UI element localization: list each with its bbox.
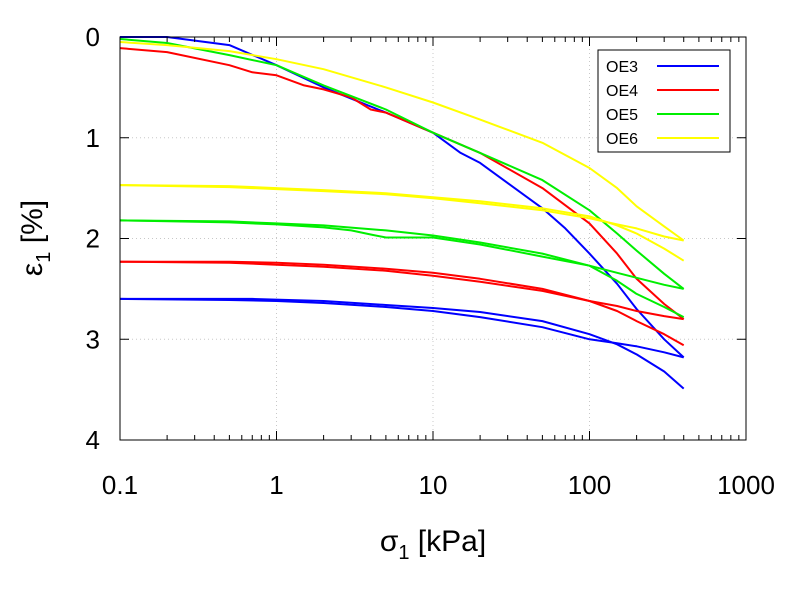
x-tick-label: 100 bbox=[568, 470, 611, 500]
legend-item-oe3: OE3 bbox=[606, 59, 719, 76]
series-oe3-segment-1 bbox=[120, 36, 685, 359]
legend-label: OE5 bbox=[606, 107, 638, 124]
y-tick-label: 1 bbox=[86, 123, 100, 153]
legend-item-oe4: OE4 bbox=[606, 83, 719, 100]
y-tick-label: 0 bbox=[86, 22, 100, 52]
x-tick-label: 1 bbox=[269, 470, 283, 500]
tick-labels: 0.1 1 10 100 1000 0 1 2 3 4 bbox=[86, 22, 775, 500]
x-tick-label: 1000 bbox=[717, 470, 775, 500]
series-oe5-segment-3 bbox=[119, 219, 685, 318]
y-axis-label: ε1 [%] bbox=[16, 200, 55, 276]
series-oe6-segment-1 bbox=[119, 41, 685, 242]
series-oe6 bbox=[119, 41, 685, 262]
legend-label: OE4 bbox=[606, 83, 638, 100]
x-axis-label: σ1 [kPa] bbox=[380, 525, 486, 564]
series-layer bbox=[119, 36, 685, 390]
x-tick-label: 10 bbox=[419, 470, 448, 500]
legend-label: OE3 bbox=[606, 59, 638, 76]
series-oe5 bbox=[119, 38, 685, 318]
series-oe4-segment-3 bbox=[120, 260, 685, 347]
series-oe4-segment-2 bbox=[119, 260, 684, 321]
series-oe3-segment-3 bbox=[120, 297, 685, 390]
series-oe3-segment-2 bbox=[119, 297, 684, 359]
series-oe3 bbox=[119, 36, 685, 390]
legend-item-oe5: OE5 bbox=[606, 107, 719, 124]
y-tick-label: 4 bbox=[86, 425, 100, 455]
y-tick-label: 2 bbox=[86, 224, 100, 254]
series-oe4 bbox=[119, 47, 685, 347]
legend-item-oe6: OE6 bbox=[606, 131, 719, 148]
legend-label: OE6 bbox=[606, 131, 638, 148]
y-tick-label: 3 bbox=[86, 324, 100, 354]
legend-items: OE3 OE4 OE5 OE6 bbox=[606, 59, 719, 148]
series-oe5-segment-2 bbox=[119, 219, 684, 290]
series-oe6-segment-3 bbox=[119, 184, 685, 262]
series-oe5-segment-1 bbox=[119, 38, 685, 290]
x-tick-label: 0.1 bbox=[102, 470, 138, 500]
legend: OE3 OE4 OE5 OE6 bbox=[597, 49, 731, 153]
series-oe4-segment-1 bbox=[119, 47, 685, 320]
axis-ticks bbox=[119, 36, 747, 441]
